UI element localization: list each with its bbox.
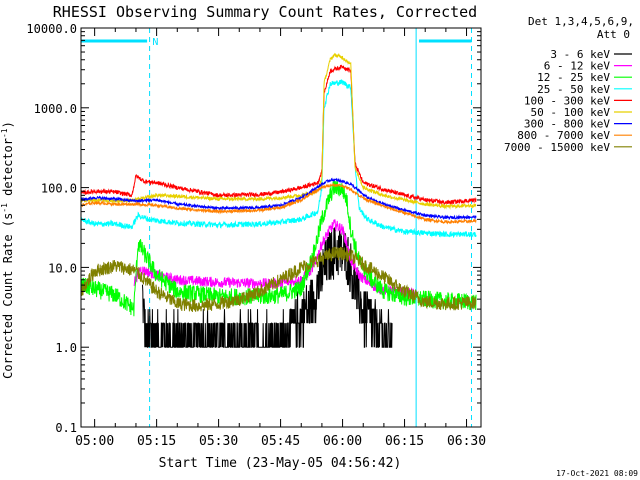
x-tick-label-1: 05:15 [137,434,176,449]
series-line-6 [80,177,477,221]
series-line-2 [80,180,477,317]
top-bar-0 [81,39,148,43]
legend-label-1: 6 - 12 keV [544,60,611,73]
x-tick-label-5: 06:15 [385,434,424,449]
series-line-0 [141,227,393,348]
y-tick-label-3: 100.0 [41,182,77,196]
series-group [80,52,477,348]
legend-header-2: Att 0 [597,28,630,41]
y-axis-label: Corrected Count Rate (s-1 detector-1) [0,121,15,379]
y-axis: 0.1 1.0 10.0 100.0 1000.0 10000.0 [26,22,481,435]
series-line-7 [80,182,477,225]
legend-label-5: 50 - 100 keV [531,106,611,119]
x-axis-label: Start Time (23-May-05 04:56:42) [159,456,402,471]
legend-label-4: 100 - 300 keV [524,94,610,107]
night-marker: N [152,37,158,48]
y-label-mid: detector [1,138,15,203]
legend-label-6: 300 - 800 keV [524,118,610,131]
series-line-8 [80,246,477,313]
legend-label-8: 7000 - 15000 keV [504,141,610,154]
legend-label-3: 25 - 50 keV [537,83,610,96]
series-line-4 [80,64,477,206]
x-tick-label-0: 05:00 [75,434,114,449]
y-tick-label-1: 1.0 [55,341,77,355]
footer-date: 17-Oct-2021 08:09 [556,469,638,478]
series-line-5 [80,52,477,210]
y-tick-label-2: 10.0 [48,261,77,275]
legend-header-1: Det 1,3,4,5,6,9, [528,15,634,28]
top-bar-1 [419,39,472,43]
x-tick-label-3: 05:45 [261,434,300,449]
legend-label-7: 800 - 7000 keV [517,129,610,142]
legend-label-0: 3 - 6 keV [550,48,610,61]
y-tick-label-0: 0.1 [55,421,77,435]
y-label-sup1: -1 [0,203,9,213]
plot-frame [80,27,482,428]
boundary-lines [80,28,472,427]
chart-title: RHESSI Observing Summary Count Rates, Co… [53,3,477,21]
x-axis: 05:00 05:15 05:30 05:45 06:00 06:15 06:30 [75,28,486,449]
y-label-main: Corrected Count Rate (s [1,213,15,379]
x-tick-label-2: 05:30 [199,434,238,449]
x-tick-label-6: 06:30 [447,434,486,449]
y-label-sup2: -1 [0,128,9,138]
x-tick-label-4: 06:00 [323,434,362,449]
legend-label-2: 12 - 25 keV [537,71,610,84]
y-label-end: ) [1,121,15,128]
series-line-3 [80,78,477,239]
top-bars [81,39,472,43]
y-tick-label-4: 1000.0 [34,102,77,116]
y-tick-label-5: 10000.0 [26,22,77,36]
